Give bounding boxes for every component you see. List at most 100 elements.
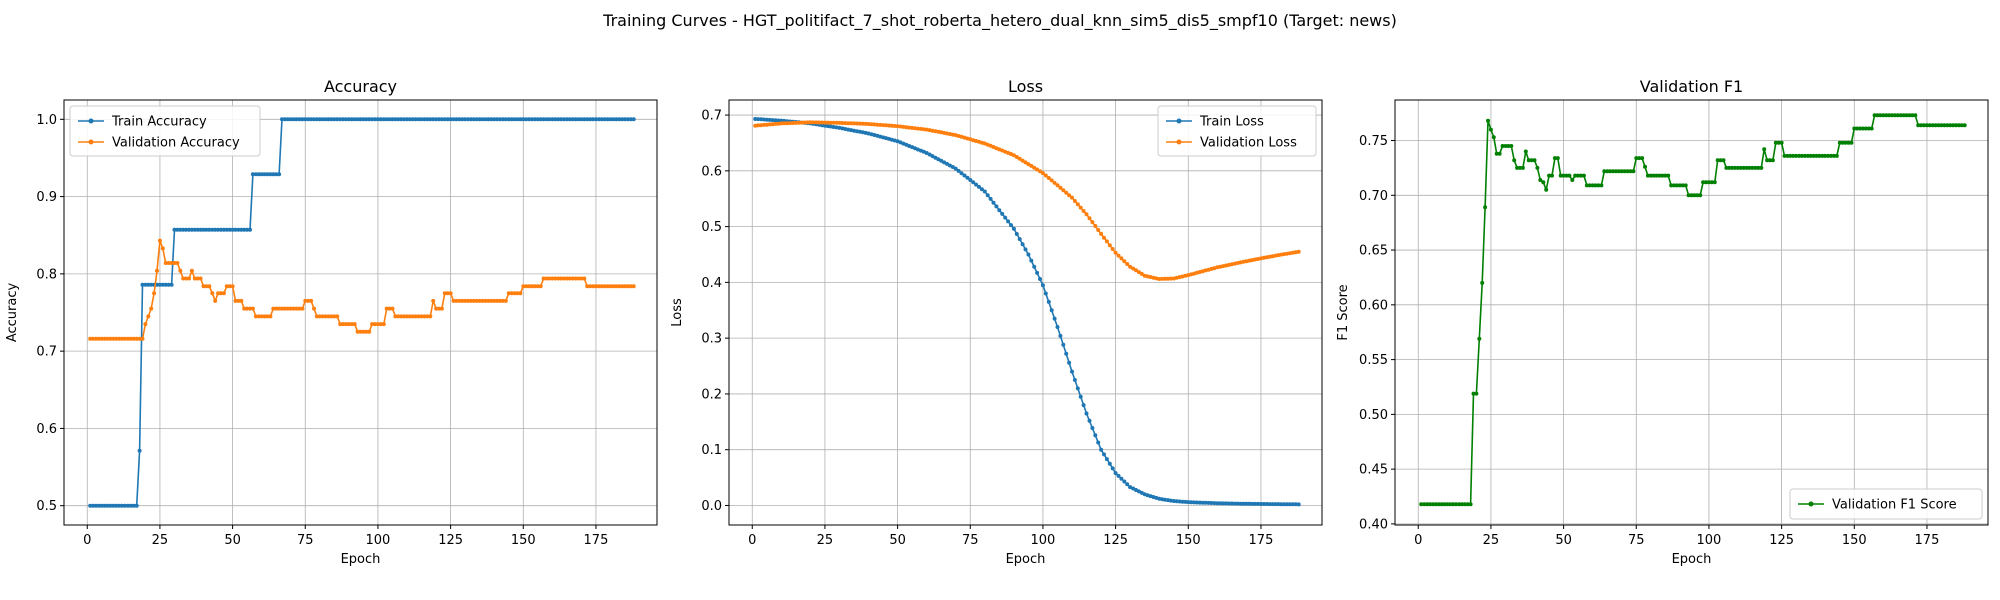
data-point <box>1919 123 1924 128</box>
data-point <box>773 118 778 123</box>
data-point <box>288 117 293 122</box>
data-point <box>454 298 459 303</box>
data-point <box>602 117 607 122</box>
data-point <box>207 284 212 289</box>
data-point <box>608 117 613 122</box>
data-point <box>146 282 151 287</box>
data-point <box>1040 171 1045 176</box>
data-point <box>1038 169 1042 174</box>
x-axis-label: Epoch <box>1672 552 1712 567</box>
x-tick-label: 0 <box>83 533 91 548</box>
data-point <box>817 120 822 125</box>
data-point <box>1538 178 1543 182</box>
y-tick-label: 0.70 <box>1359 189 1388 204</box>
data-point <box>99 503 104 508</box>
data-point <box>216 227 221 232</box>
data-point <box>195 227 200 232</box>
data-point <box>1741 165 1746 170</box>
data-point <box>1427 502 1432 507</box>
data-point <box>431 117 436 122</box>
data-point <box>1480 280 1485 285</box>
data-point <box>349 322 354 327</box>
data-point <box>99 336 104 341</box>
data-point <box>207 227 212 232</box>
data-point <box>596 284 601 289</box>
data-point <box>521 284 526 289</box>
data-point <box>239 298 244 303</box>
legend-marker <box>1808 501 1814 507</box>
data-point <box>1608 169 1613 174</box>
data-point <box>300 306 305 311</box>
data-point <box>309 117 314 122</box>
data-point <box>1927 123 1932 128</box>
data-point <box>178 268 183 273</box>
data-point <box>1564 173 1569 178</box>
data-point <box>1000 211 1005 216</box>
data-point <box>802 120 807 125</box>
data-point <box>219 291 223 296</box>
data-point <box>425 314 430 319</box>
data-point <box>608 284 613 289</box>
data-point <box>1285 502 1290 507</box>
data-point <box>1820 153 1825 158</box>
data-point <box>259 172 264 177</box>
data-point <box>892 124 897 128</box>
data-point <box>1593 183 1598 188</box>
y-tick-label: 0.7 <box>36 345 57 360</box>
data-point <box>808 120 813 125</box>
data-point <box>1029 258 1034 263</box>
data-point <box>1910 113 1915 118</box>
data-point <box>570 117 575 122</box>
data-point <box>419 117 424 122</box>
data-point <box>1081 403 1086 408</box>
data-point <box>796 120 801 125</box>
data-point <box>1168 498 1173 503</box>
data-point <box>387 117 392 122</box>
data-point <box>1558 173 1563 178</box>
data-point <box>280 306 284 311</box>
data-point <box>1922 123 1926 128</box>
data-point <box>1890 113 1895 118</box>
data-point <box>1724 165 1729 170</box>
data-point <box>384 306 389 311</box>
data-point <box>375 117 380 122</box>
data-point <box>547 276 552 281</box>
data-point <box>312 117 316 122</box>
data-point <box>1288 502 1292 507</box>
data-point <box>1209 501 1214 505</box>
data-point <box>271 172 276 177</box>
data-point <box>1654 173 1659 178</box>
data-point <box>216 291 221 296</box>
data-point <box>390 117 395 122</box>
data-point <box>1003 215 1008 220</box>
data-point <box>1698 193 1703 198</box>
data-point <box>779 121 784 126</box>
data-point <box>419 314 424 319</box>
data-point <box>195 276 200 281</box>
data-point <box>88 503 93 508</box>
data-point <box>582 276 587 281</box>
data-point <box>448 291 453 296</box>
data-point <box>1945 123 1950 128</box>
x-tick-label: 0 <box>1414 533 1422 548</box>
data-point <box>495 298 500 303</box>
data-point <box>454 117 459 122</box>
data-point <box>181 276 186 281</box>
data-point <box>915 147 920 152</box>
data-point <box>1261 502 1266 506</box>
data-point <box>599 117 604 122</box>
data-point <box>628 284 633 289</box>
data-point <box>840 121 845 125</box>
data-point <box>556 117 561 122</box>
data-point <box>134 336 139 341</box>
data-point <box>259 314 264 319</box>
data-point <box>320 314 325 319</box>
data-point <box>962 173 967 178</box>
data-point <box>236 298 241 303</box>
data-point <box>1465 502 1470 507</box>
data-point <box>405 117 409 122</box>
data-point <box>591 117 595 122</box>
x-tick-label: 175 <box>1915 533 1940 548</box>
data-point <box>445 291 450 296</box>
data-point <box>1901 113 1906 118</box>
